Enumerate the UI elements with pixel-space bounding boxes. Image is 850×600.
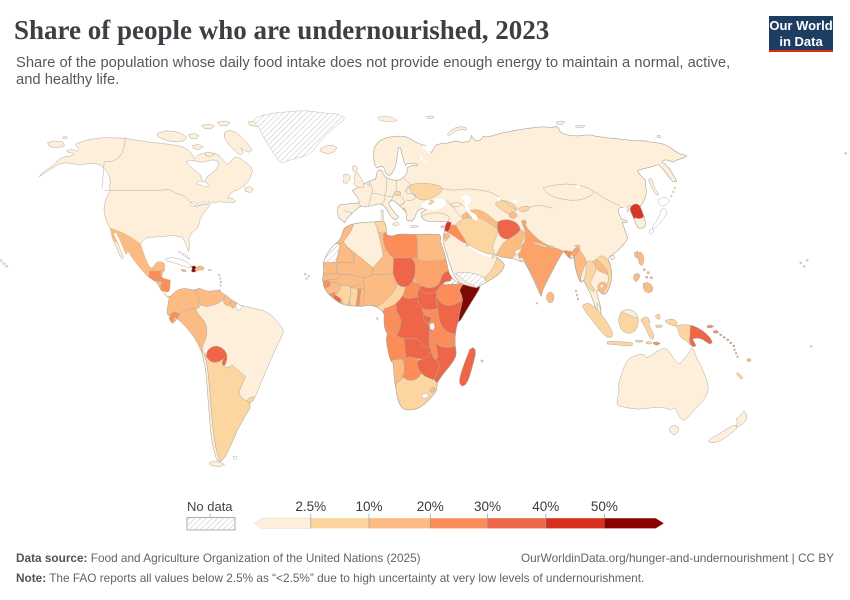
svg-text:2.5%: 2.5%	[295, 499, 326, 514]
svg-text:30%: 30%	[474, 499, 501, 514]
svg-text:50%: 50%	[591, 499, 618, 514]
svg-text:20%: 20%	[417, 499, 444, 514]
svg-text:10%: 10%	[355, 499, 382, 514]
svg-text:40%: 40%	[532, 499, 559, 514]
svg-text:No data: No data	[187, 499, 233, 514]
